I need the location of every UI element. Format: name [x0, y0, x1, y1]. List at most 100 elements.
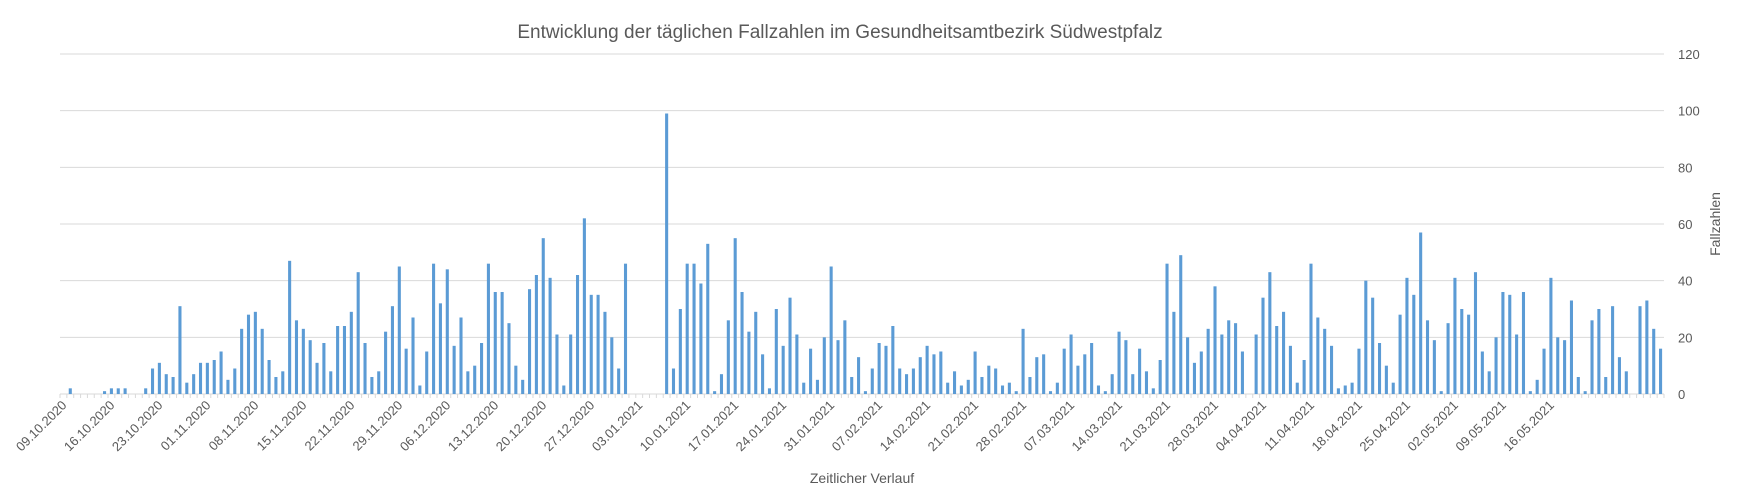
bar: [747, 331, 751, 394]
bar: [1021, 328, 1025, 394]
bar: [548, 277, 552, 394]
bar: [1206, 328, 1210, 394]
bar: [891, 326, 895, 394]
bar: [850, 377, 854, 394]
y-tick-label: 100: [1678, 104, 1700, 119]
bar: [1645, 300, 1649, 394]
bar: [1117, 331, 1121, 394]
bar: [1275, 326, 1279, 394]
x-axis-tick-labels: 09.10.202016.10.202023.10.202001.11.2020…: [13, 394, 1665, 455]
bar: [1652, 328, 1656, 394]
x-tick-label: 31.01.2021: [781, 398, 838, 455]
bar: [425, 351, 429, 394]
x-tick-label: 21.03.2021: [1117, 398, 1174, 455]
bar: [569, 334, 573, 394]
bar: [589, 294, 593, 394]
bar: [1480, 351, 1484, 394]
x-tick-label: 25.04.2021: [1356, 398, 1413, 455]
bar: [740, 292, 744, 394]
bar: [185, 382, 189, 394]
bar: [795, 334, 799, 394]
bar: [486, 263, 490, 394]
bar: [1425, 320, 1430, 394]
bar: [68, 388, 72, 394]
bar: [1048, 391, 1053, 394]
bar: [1158, 360, 1162, 394]
bar: [966, 379, 970, 394]
bar: [301, 328, 305, 394]
bar: [192, 374, 196, 394]
bar: [1453, 277, 1457, 394]
bar: [1234, 323, 1238, 394]
bar: [534, 275, 538, 394]
x-tick-label: 14.02.2021: [877, 398, 934, 455]
bar: [582, 218, 586, 394]
bar: [1419, 232, 1423, 394]
bar: [1391, 382, 1395, 394]
bar: [1007, 382, 1011, 394]
y-tick-label: 80: [1678, 160, 1692, 175]
bar: [596, 294, 600, 394]
bar: [1467, 314, 1471, 394]
bar: [212, 360, 216, 394]
bar: [1535, 379, 1539, 394]
bar: [1240, 351, 1244, 394]
bar: [1583, 391, 1587, 394]
x-tick-label: 15.11.2020: [254, 398, 310, 454]
bar: [528, 289, 532, 394]
bar: [836, 340, 840, 394]
bar: [925, 345, 929, 394]
bar: [418, 385, 422, 394]
bar: [178, 306, 182, 394]
bar: [1254, 334, 1258, 394]
bar: [1487, 371, 1491, 394]
bar: [754, 311, 758, 394]
bar: [1227, 320, 1231, 394]
bar: [953, 371, 957, 394]
bar: [1590, 320, 1594, 394]
bar: [1124, 340, 1128, 394]
bar: [336, 326, 340, 394]
bar: [1014, 391, 1018, 394]
bar: [164, 374, 168, 394]
bar: [1549, 277, 1553, 394]
bar: [959, 385, 963, 394]
bar: [1076, 365, 1080, 394]
bar: [726, 320, 730, 394]
bar: [987, 365, 991, 394]
bar: [123, 388, 127, 394]
bar: [151, 368, 155, 394]
bar: [788, 297, 792, 394]
bar: [459, 317, 463, 394]
bar: [1473, 272, 1478, 394]
x-tick-label: 08.11.2020: [206, 398, 262, 454]
x-tick-label: 21.02.2021: [925, 398, 982, 455]
bar: [761, 354, 765, 394]
bar: [994, 368, 998, 394]
bar: [911, 368, 915, 394]
bar: [733, 238, 737, 394]
bar: [1090, 343, 1094, 394]
y-axis-tick-labels: 0 20 40 60 80 100 120: [1678, 47, 1700, 402]
bar: [514, 365, 518, 394]
x-tick-label: 04.04.2021: [1212, 398, 1269, 455]
bar: [315, 362, 319, 394]
bar: [452, 345, 456, 394]
bar: [397, 266, 401, 394]
bar: [767, 388, 771, 394]
x-tick-label: 22.11.2020: [302, 398, 358, 454]
y-tick-label: 0: [1678, 387, 1685, 402]
bar: [857, 357, 861, 394]
bar: [1282, 311, 1286, 394]
bar: [329, 371, 333, 394]
bar: [665, 113, 669, 394]
bar: [1617, 357, 1621, 394]
bar: [1460, 309, 1464, 394]
bar: [1186, 337, 1190, 394]
bar: [884, 345, 888, 394]
bar: [1597, 309, 1601, 394]
bar: [349, 311, 353, 394]
bar: [719, 374, 724, 394]
bar: [1357, 348, 1361, 394]
bar: [898, 368, 902, 394]
